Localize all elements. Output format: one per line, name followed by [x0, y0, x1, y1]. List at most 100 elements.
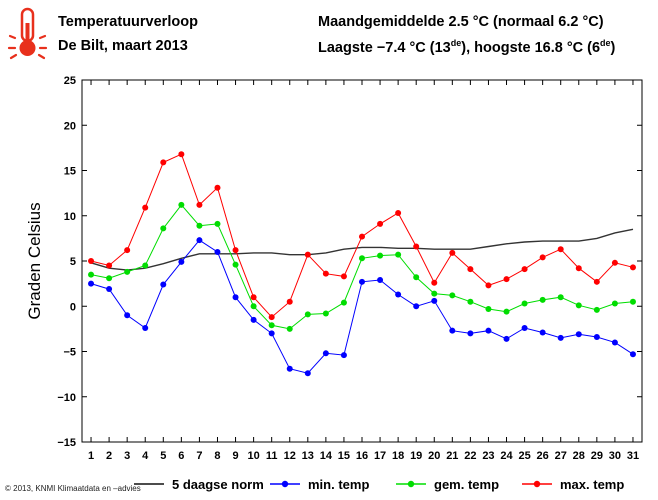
x-tick-label: 4 — [142, 450, 149, 462]
data-point-gem — [286, 325, 293, 332]
data-point-gem — [106, 275, 113, 282]
data-point-min — [395, 291, 402, 298]
data-point-min — [449, 327, 456, 334]
data-point-min — [340, 352, 347, 359]
month-average-stats: Maandgemiddelde 2.5 °C (normaal 6.2 °C) — [318, 14, 604, 30]
data-point-max — [431, 279, 438, 286]
data-point-gem — [575, 302, 582, 309]
x-tick-label: 21 — [446, 450, 458, 462]
data-point-gem — [322, 310, 329, 317]
y-tick-label: 20 — [64, 120, 76, 132]
data-point-min — [88, 280, 95, 287]
data-point-gem — [503, 308, 510, 315]
data-point-max — [575, 265, 582, 272]
data-point-gem — [88, 271, 95, 278]
data-point-min — [503, 335, 510, 342]
series-line-norm — [90, 228, 634, 271]
data-point-gem — [557, 294, 564, 301]
data-point-max — [611, 259, 618, 266]
data-point-max — [413, 243, 420, 250]
x-tick-label: 26 — [537, 450, 549, 462]
legend-label-norm: 5 daagse norm — [172, 477, 264, 492]
data-point-gem — [359, 255, 365, 262]
data-point-max — [250, 294, 257, 301]
legend-marker-max — [533, 480, 541, 488]
data-point-gem — [196, 222, 203, 229]
x-tick-label: 12 — [284, 450, 296, 462]
x-tick-label: 25 — [518, 450, 530, 462]
x-tick-label: 20 — [428, 450, 440, 462]
x-tick-label: 6 — [178, 450, 184, 462]
x-tick-label: 14 — [320, 450, 333, 462]
data-point-max — [214, 184, 221, 191]
data-point-min — [250, 316, 257, 323]
x-tick-label: 19 — [410, 450, 422, 462]
x-tick-label: 30 — [609, 450, 621, 462]
data-point-gem — [142, 262, 149, 269]
x-tick-label: 27 — [555, 450, 567, 462]
data-point-gem — [178, 201, 185, 208]
x-tick-label: 13 — [302, 450, 314, 462]
extremes-stats: Laagste −7.4 °C (13de), hoogste 16.8 °C … — [318, 38, 616, 56]
data-point-min — [413, 303, 420, 310]
data-point-min — [557, 334, 564, 341]
data-point-min — [377, 277, 384, 284]
x-tick-label: 16 — [356, 450, 368, 462]
data-point-gem — [250, 303, 257, 310]
data-point-max — [232, 247, 239, 254]
data-point-min — [322, 350, 329, 357]
data-point-max — [395, 210, 402, 217]
data-point-gem — [340, 299, 347, 306]
legend-label-max: max. temp — [560, 477, 624, 492]
data-point-min — [286, 365, 293, 372]
legend-marker-gem — [407, 480, 415, 488]
data-point-min — [124, 312, 131, 319]
data-point-min — [214, 248, 221, 255]
data-point-max — [160, 159, 167, 166]
data-point-gem — [395, 251, 402, 258]
data-point-max — [286, 298, 293, 305]
x-tick-label: 2 — [106, 450, 112, 462]
data-point-max — [268, 314, 275, 321]
legend-label-gem: gem. temp — [434, 477, 499, 492]
data-point-min — [467, 330, 474, 337]
data-point-gem — [467, 298, 474, 305]
x-tick-label: 28 — [573, 450, 585, 462]
data-point-gem — [232, 261, 239, 268]
data-point-min — [178, 258, 185, 265]
chart-subtitle: De Bilt, maart 2013 — [58, 38, 188, 54]
data-point-max — [340, 273, 347, 280]
thermometer-icon — [7, 7, 48, 60]
x-tick-label: 23 — [482, 450, 494, 462]
x-tick-label: 9 — [232, 450, 238, 462]
data-point-max — [106, 262, 113, 269]
data-point-max — [377, 220, 384, 227]
data-point-min — [593, 334, 600, 341]
data-point-gem — [629, 298, 636, 305]
data-point-min — [304, 370, 311, 377]
data-point-max — [142, 204, 149, 211]
data-point-gem — [449, 292, 456, 299]
data-point-max — [178, 151, 185, 158]
data-point-max — [503, 276, 510, 283]
x-tick-label: 8 — [214, 450, 220, 462]
data-point-max — [485, 282, 492, 289]
y-tick-label: 15 — [64, 166, 76, 178]
data-point-gem — [413, 274, 420, 281]
x-tick-label: 11 — [266, 450, 278, 462]
legend-marker-min — [281, 480, 289, 488]
data-point-min — [196, 237, 203, 244]
x-tick-label: 31 — [627, 450, 639, 462]
data-point-max — [196, 201, 203, 208]
data-point-min — [539, 329, 546, 336]
data-point-min — [575, 331, 582, 338]
data-point-min — [611, 339, 618, 346]
data-point-max — [449, 249, 456, 256]
data-point-gem — [377, 252, 384, 259]
data-point-gem — [124, 268, 131, 275]
copyright-footer: © 2013, KNMI Klimaatdata en –advies — [5, 484, 141, 493]
data-point-min — [106, 286, 113, 293]
data-point-gem — [304, 311, 311, 318]
x-tick-label: 18 — [392, 450, 404, 462]
data-point-min — [629, 351, 636, 358]
